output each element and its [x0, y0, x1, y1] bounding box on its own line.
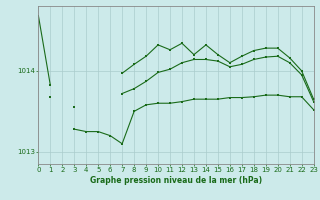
X-axis label: Graphe pression niveau de la mer (hPa): Graphe pression niveau de la mer (hPa) [90, 176, 262, 185]
